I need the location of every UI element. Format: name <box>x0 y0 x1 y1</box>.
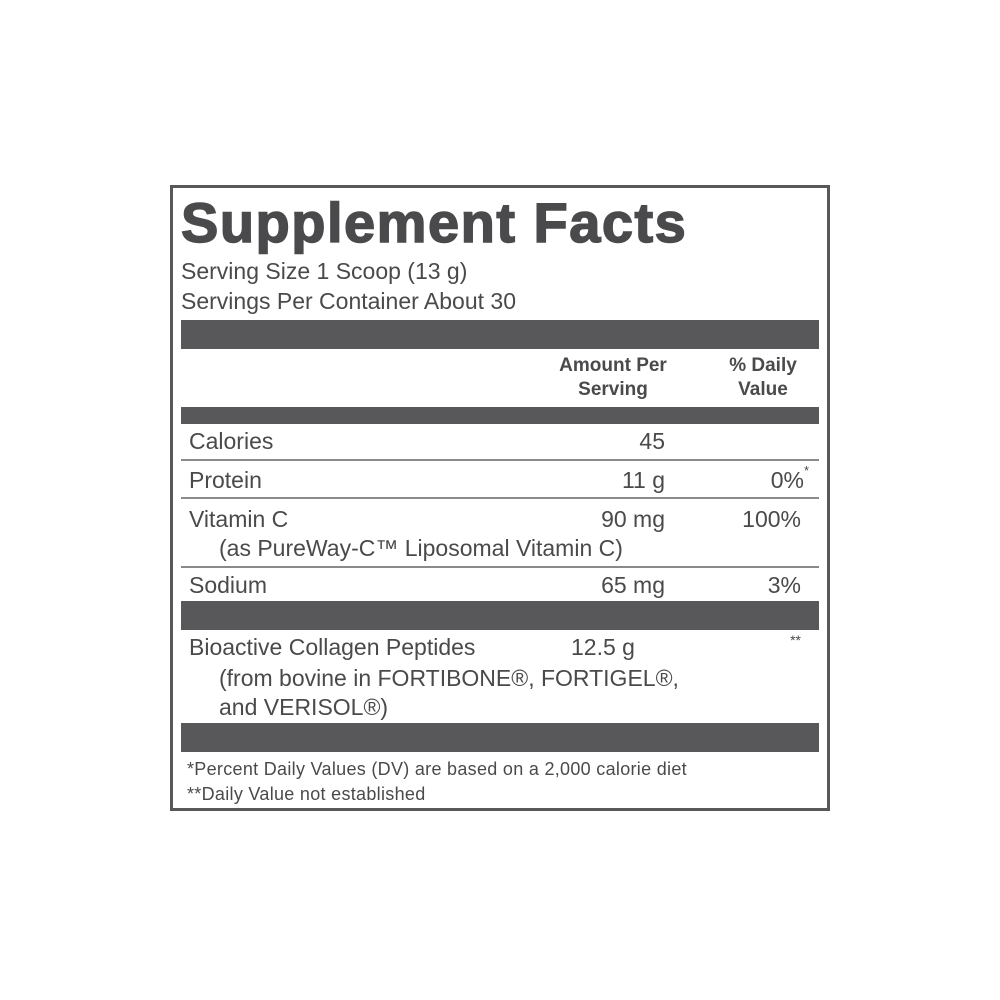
footnote: **Daily Value not established <box>187 784 426 804</box>
footnote: *Percent Daily Values (DV) are based on … <box>187 759 687 779</box>
nutrient-name: Vitamin C <box>189 506 289 532</box>
divider-bar <box>181 601 819 630</box>
nutrient-amount: 45 <box>639 428 665 454</box>
nutrient-name: Protein <box>189 467 262 493</box>
nutrient-amount: 65 mg <box>601 572 665 598</box>
servings-per-container: Servings Per Container About 30 <box>181 288 516 314</box>
nutrient-detail: (as PureWay-C™ Liposomal Vitamin C) <box>219 535 623 561</box>
nutrient-detail: (from bovine in FORTIBONE®, FORTIGEL®, <box>219 665 679 691</box>
divider-bar <box>181 723 819 752</box>
header-line: Serving <box>578 379 648 400</box>
title: Supplement Facts <box>180 190 688 255</box>
nutrient-detail: and VERISOL®) <box>219 694 389 720</box>
divider-bar <box>181 320 819 349</box>
row-rule <box>181 459 819 461</box>
note-mark: * <box>803 463 809 478</box>
facts-panel: Supplement Facts Serving Size 1 Scoop (1… <box>170 185 830 811</box>
serving-size: Serving Size 1 Scoop (13 g) <box>181 258 468 284</box>
daily-value-text: 0% <box>770 467 804 493</box>
nutrient-name: Calories <box>189 428 274 454</box>
nutrient-amount: 11 g <box>621 467 665 493</box>
daily-value: 3% <box>767 572 801 598</box>
nutrient-amount: 90 mg <box>601 506 665 532</box>
header-line: Value <box>738 379 788 400</box>
amount-header: Amount Per Serving <box>533 354 693 402</box>
daily-value: 100% <box>742 506 801 532</box>
header-line: Amount Per <box>559 355 667 376</box>
daily-value-header: % Daily Value <box>713 354 813 402</box>
row-rule <box>181 497 819 499</box>
divider-bar <box>181 407 819 424</box>
row-rule <box>181 566 819 568</box>
nutrient-name: Bioactive Collagen Peptides <box>189 634 476 660</box>
header-line: % Daily <box>729 355 797 376</box>
nutrient-amount: 12.5 g <box>571 634 635 660</box>
note-mark: ** <box>790 632 801 648</box>
nutrient-name: Sodium <box>189 572 267 598</box>
daily-value: 0%* <box>770 463 809 494</box>
